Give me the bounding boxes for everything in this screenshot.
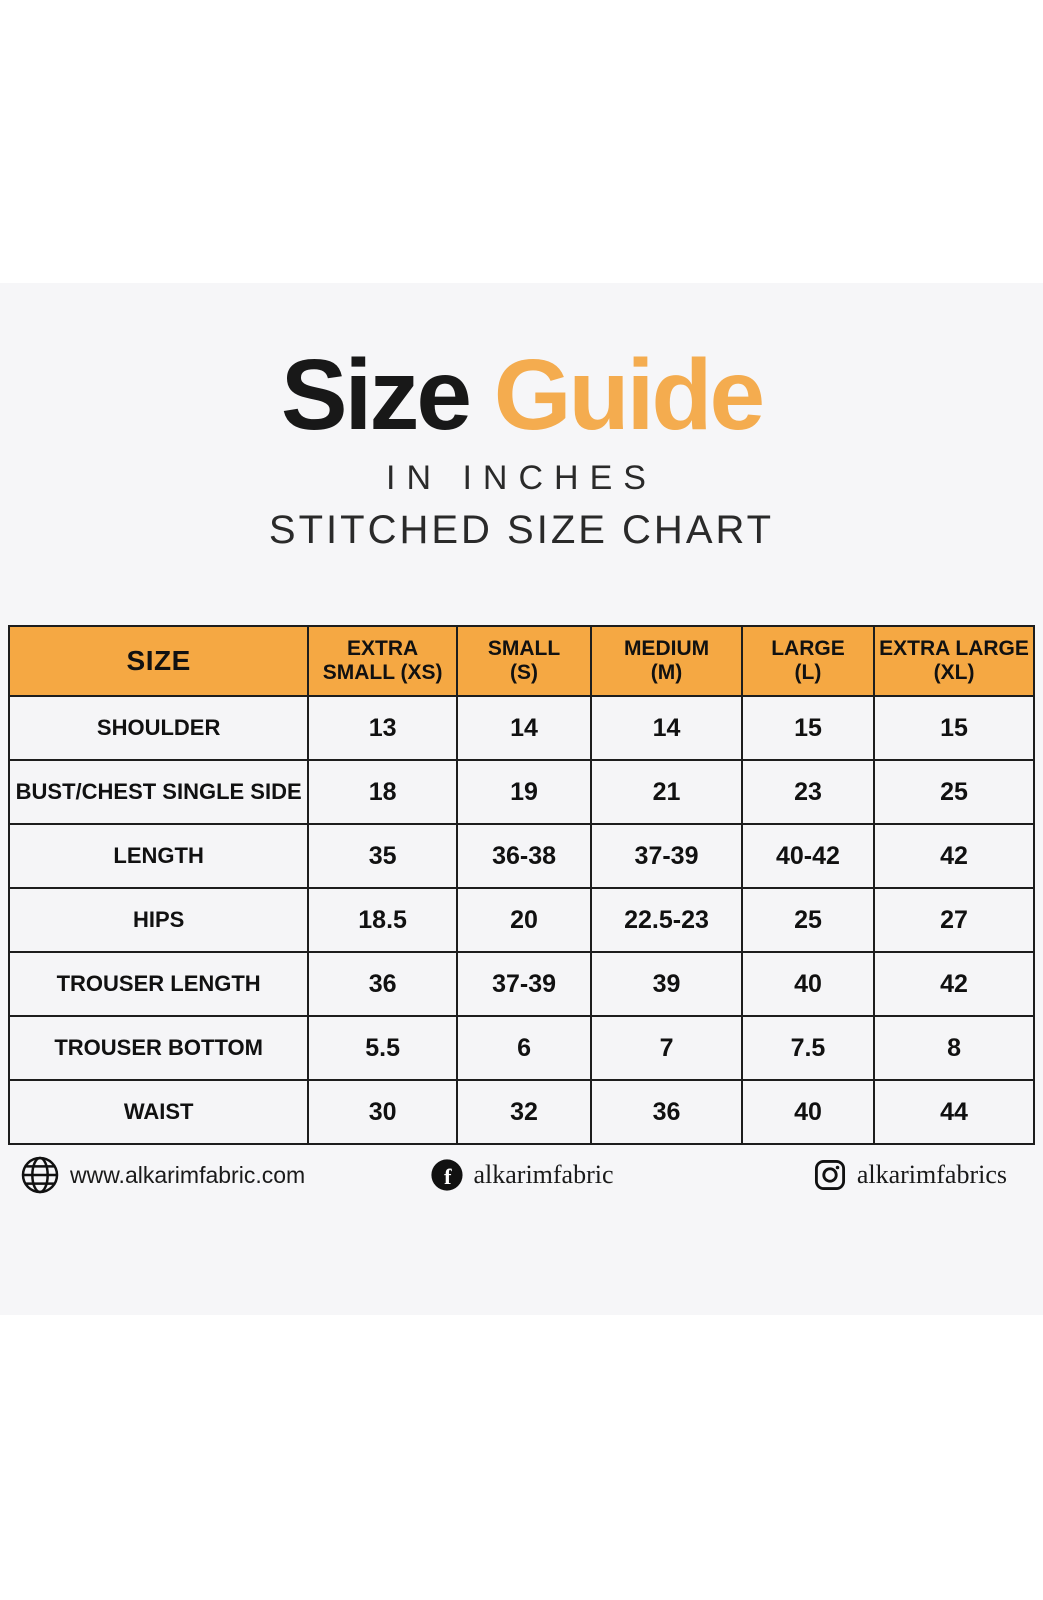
instagram-handle: alkarimfabrics: [856, 1160, 1007, 1189]
table-header-row: SIZE EXTRA SMALL (XS) SMALL (S) MEDIUM (M) …: [7, 625, 1035, 697]
cell-value: 32: [455, 1079, 593, 1145]
table-row-bust-chest: BUST/CHEST SINGLE SIDE 18 19 21 23 25: [7, 759, 1035, 825]
header-cell-medium: MEDIUM (M): [590, 625, 743, 697]
svg-text:f: f: [444, 1164, 452, 1189]
cell-value: 23: [740, 759, 876, 825]
table-row-trouser-bottom: TROUSER BOTTOM 5.5 6 7 7.5 8: [7, 1015, 1035, 1081]
cell-value: 20: [455, 887, 593, 953]
row-label: TROUSER BOTTOM: [7, 1015, 310, 1081]
page-title: Size Guide: [0, 345, 1043, 445]
footer-instagram: alkarimfabrics: [813, 1158, 1007, 1192]
cell-value: 15: [740, 695, 876, 761]
size-guide-panel: Size Guide IN INCHES STITCHED SIZE CHART…: [0, 283, 1043, 1315]
cell-value: 21: [590, 759, 743, 825]
cell-value: 14: [455, 695, 593, 761]
row-label: SHOULDER: [7, 695, 310, 761]
subtitle-in-inches: IN INCHES: [386, 459, 657, 497]
cell-value: 7.5: [740, 1015, 876, 1081]
cell-value: 14: [590, 695, 743, 761]
cell-value: 15: [873, 695, 1035, 761]
header-cell-extra-small: EXTRA SMALL (XS): [307, 625, 458, 697]
header-cell-small: SMALL (S): [455, 625, 593, 697]
cell-value: 35: [307, 823, 458, 889]
title-block: Size Guide IN INCHES STITCHED SIZE CHART: [0, 345, 1043, 553]
table-row-hips: HIPS 18.5 20 22.5-23 25 27: [7, 887, 1035, 953]
cell-value: 7: [590, 1015, 743, 1081]
cell-value: 25: [873, 759, 1035, 825]
footer-facebook: f alkarimfabric: [429, 1158, 614, 1192]
cell-value: 25: [740, 887, 876, 953]
header-cell-size: SIZE: [7, 625, 310, 697]
cell-value: 36: [307, 951, 458, 1017]
size-chart-table: SIZE EXTRA SMALL (XS) SMALL (S) MEDIUM (M) …: [7, 625, 1035, 1145]
globe-icon: [20, 1155, 60, 1195]
cell-value: 42: [873, 823, 1035, 889]
table-row-shoulder: SHOULDER 13 14 14 15 15: [7, 695, 1035, 761]
cell-value: 40: [740, 1079, 876, 1145]
cell-value: 42: [873, 951, 1035, 1017]
cell-value: 40: [740, 951, 876, 1017]
facebook-icon: f: [429, 1158, 463, 1192]
footer: www.alkarimfabric.com f alkarimfabric al…: [0, 1143, 1043, 1207]
cell-value: 40-42: [740, 823, 876, 889]
subtitle-stitched-size-chart: STITCHED SIZE CHART: [268, 508, 775, 552]
cell-value: 27: [873, 887, 1035, 953]
row-label: HIPS: [7, 887, 310, 953]
page-title-word-size: Size: [280, 339, 472, 451]
cell-value: 18.5: [307, 887, 458, 953]
cell-value: 37-39: [455, 951, 593, 1017]
header-cell-extra-large: EXTRA LARGE (XL): [873, 625, 1035, 697]
table-row-length: LENGTH 35 36-38 37-39 40-42 42: [7, 823, 1035, 889]
cell-value: 36: [590, 1079, 743, 1145]
cell-value: 6: [455, 1015, 593, 1081]
row-label: TROUSER LENGTH: [7, 951, 310, 1017]
footer-website: www.alkarimfabric.com: [20, 1155, 305, 1195]
table-row-trouser-length: TROUSER LENGTH 36 37-39 39 40 42: [7, 951, 1035, 1017]
website-url: www.alkarimfabric.com: [70, 1161, 306, 1188]
cell-value: 37-39: [590, 823, 743, 889]
cell-value: 30: [307, 1079, 458, 1145]
cell-value: 22.5-23: [590, 887, 743, 953]
row-label: WAIST: [7, 1079, 310, 1145]
row-label: BUST/CHEST SINGLE SIDE: [7, 759, 310, 825]
cell-value: 18: [307, 759, 458, 825]
cell-value: 36-38: [455, 823, 593, 889]
cell-value: 13: [307, 695, 458, 761]
cell-value: 19: [455, 759, 593, 825]
cell-value: 8: [873, 1015, 1035, 1081]
row-label: LENGTH: [7, 823, 310, 889]
page-title-word-guide: Guide: [493, 339, 765, 451]
table-row-waist: WAIST 30 32 36 40 44: [7, 1079, 1035, 1145]
instagram-icon: [813, 1158, 847, 1192]
cell-value: 39: [590, 951, 743, 1017]
cell-value: 44: [873, 1079, 1035, 1145]
cell-value: 5.5: [307, 1015, 458, 1081]
facebook-handle: alkarimfabric: [473, 1160, 614, 1189]
header-cell-large: LARGE (L): [740, 625, 876, 697]
